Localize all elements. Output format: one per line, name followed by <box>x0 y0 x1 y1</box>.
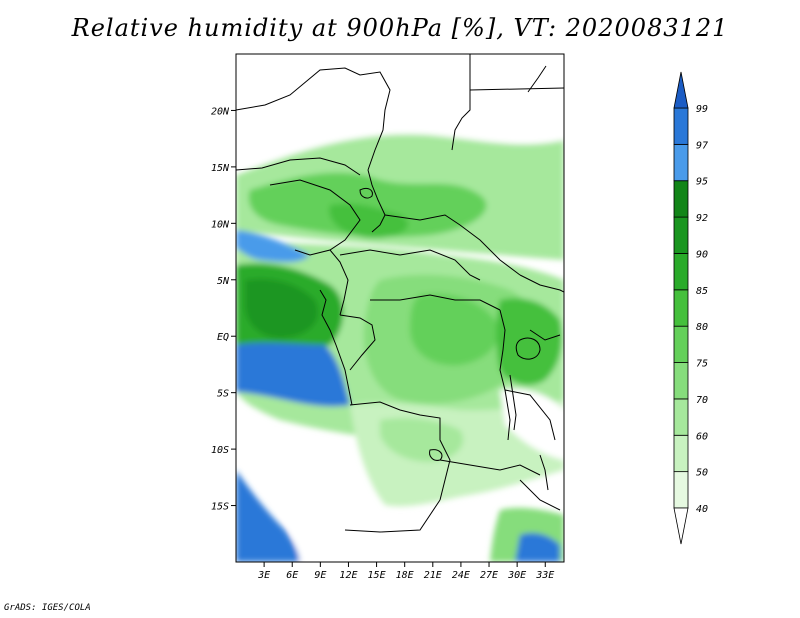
colorbar-label: 60 <box>696 431 708 442</box>
colorbar-label: 92 <box>696 213 708 224</box>
region-east-dry <box>500 388 564 460</box>
lake-chad <box>359 187 373 199</box>
border-car <box>339 249 481 281</box>
region-atlantic-south <box>236 470 300 562</box>
x-tick-label: 15E <box>368 570 386 581</box>
border-sudan <box>384 214 521 276</box>
y-tick-label: 20N <box>211 106 230 117</box>
region-atlantic-north <box>236 230 310 263</box>
border-zambia <box>439 459 541 476</box>
humidity-field <box>236 54 564 562</box>
border-sahara-north <box>236 67 391 171</box>
x-tick-label: 9E <box>314 570 326 581</box>
colorbar-label: 90 <box>696 249 708 260</box>
colorbar-box <box>673 180 689 218</box>
x-tick-label: 30E <box>507 570 526 581</box>
border-niger <box>236 157 361 176</box>
x-tick-label: 18E <box>396 570 414 581</box>
region-sahara-dry <box>236 54 564 172</box>
colorbar: 40 50 60 70 75 80 85 90 92 95 97 99 <box>673 71 708 545</box>
region-south-moist-core <box>380 418 464 462</box>
region-sahel-south <box>329 203 409 239</box>
colorbar-box <box>673 143 689 182</box>
colorbar-box <box>673 362 689 400</box>
colorbar-label: 97 <box>696 140 708 151</box>
region-congo-core <box>410 293 499 366</box>
arabia-coast <box>527 65 547 93</box>
colorbar-box <box>673 434 689 473</box>
region-sahel-inner <box>248 172 487 237</box>
border-congo-r <box>339 314 376 371</box>
software-credit: GrADS: IGES/COLA <box>4 603 91 613</box>
colorbar-box <box>673 107 689 145</box>
region-southern-dry <box>250 430 352 562</box>
border-east-africa <box>519 274 564 293</box>
x-tick-label: 6E <box>286 570 298 581</box>
x-tick-label: 24E <box>452 570 470 581</box>
colorbar-box <box>673 216 689 254</box>
colorbar-label: 75 <box>696 359 708 370</box>
x-tick-label: 12E <box>339 570 357 581</box>
region-atlantic <box>236 342 350 407</box>
coastline-west <box>319 289 353 406</box>
colorbar-box <box>673 398 689 436</box>
x-tick-label: 27E <box>480 570 498 581</box>
border-egypt-sudan <box>469 87 564 91</box>
colorbar-box <box>673 325 689 363</box>
colorbar-label: 99 <box>696 104 708 115</box>
border-mozambique <box>519 479 561 511</box>
country-borders <box>236 54 564 533</box>
colorbar-label: 80 <box>696 322 708 333</box>
x-tick-label: 3E <box>257 570 270 581</box>
border-chad <box>367 169 386 233</box>
border-drc-east <box>499 309 511 441</box>
y-tick-label: 15N <box>211 163 230 174</box>
y-tick-label: 5N <box>217 276 230 287</box>
region-guinea-core <box>245 278 319 339</box>
lake-kariba <box>429 449 443 461</box>
colorbar-label: 50 <box>696 468 708 479</box>
region-southeast-blue <box>515 533 560 562</box>
border-angola <box>349 401 451 501</box>
border-libya-egypt <box>451 54 471 151</box>
y-tick-label: 5S <box>217 389 229 400</box>
colorbar-box <box>673 253 689 291</box>
region-east-africa <box>496 298 562 386</box>
colorbar-label: 95 <box>696 177 708 188</box>
border-namibia <box>344 499 441 533</box>
y-tick-label: 10N <box>211 219 230 230</box>
colorbar-label: 85 <box>696 286 708 297</box>
colorbar-top-arrow <box>673 71 689 109</box>
y-tick-label: 15S <box>211 502 229 513</box>
y-axis: 20N 15N 10N 5N EQ 5S 10S 15S <box>211 106 236 513</box>
colorbar-bottom-arrow <box>673 507 689 545</box>
plot-frame <box>235 53 565 563</box>
chart-title: Relative humidity at 900hPa [%], VT: 202… <box>71 14 729 42</box>
border-tanzania <box>504 389 556 441</box>
x-axis: 3E 6E 9E 12E 15E 18E 21E 24E 27E 30E 33E <box>257 562 554 581</box>
border-cameroon <box>329 249 349 316</box>
lake-victoria <box>515 337 541 360</box>
y-tick-label: 10S <box>211 445 229 456</box>
colorbar-box <box>673 289 689 327</box>
colorbar-box <box>673 471 689 509</box>
border-drc-north <box>370 294 501 311</box>
y-tick-label: EQ <box>217 332 229 343</box>
lake-tanganyika <box>509 374 517 431</box>
border-kenya <box>529 329 561 341</box>
colorbar-label: 70 <box>696 395 708 406</box>
border-nigeria <box>269 179 361 256</box>
x-tick-label: 21E <box>424 570 442 581</box>
lake-malawi <box>539 454 549 491</box>
x-tick-label: 33E <box>535 570 554 581</box>
colorbar-label: 40 <box>696 504 708 515</box>
